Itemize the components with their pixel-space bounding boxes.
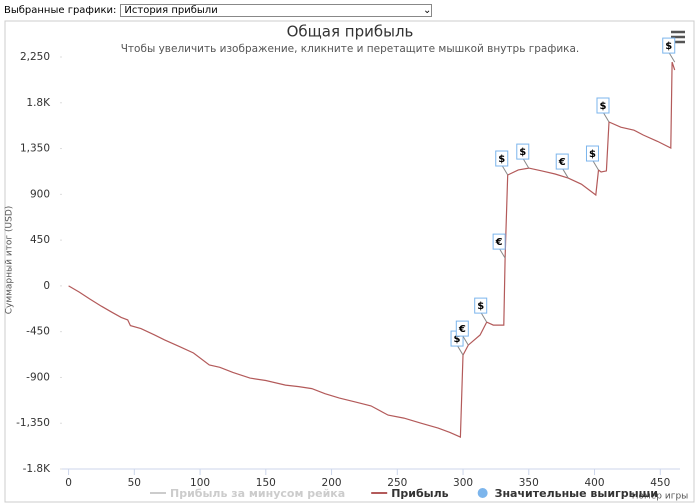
flag-stem	[501, 164, 509, 176]
legend-symbol	[477, 488, 488, 498]
flag-stem	[480, 311, 488, 323]
flag-box	[596, 97, 610, 114]
y-tick-label: 2,250	[20, 51, 50, 63]
x-tick-label: 0	[65, 477, 72, 489]
chart-select[interactable]: История прибыли ⌄	[120, 3, 433, 17]
flag-stem	[561, 167, 569, 179]
legend-item[interactable]: Значительные выигрыши	[477, 487, 658, 500]
flag-stem	[602, 111, 610, 123]
x-tick-label: 450	[650, 477, 670, 489]
chart-frame	[4, 20, 695, 503]
y-tick-label: 1.8K	[26, 97, 51, 109]
flag-label: $	[519, 147, 526, 158]
legend-label: Прибыль	[391, 487, 448, 500]
x-axis-title: Номер игры	[632, 492, 689, 502]
chart-title: Общая прибыль	[287, 23, 414, 41]
flag-label: $	[665, 41, 672, 52]
flag-label: $	[454, 334, 461, 345]
x-tick-label: 250	[387, 477, 407, 489]
flag-stem	[668, 51, 676, 63]
y-tick-label: -900	[26, 371, 50, 383]
flag-label: €	[558, 157, 566, 168]
x-tick-label: 400	[585, 477, 605, 489]
flag-stem	[456, 344, 464, 356]
legend-item[interactable]: Прибыль за минусом рейка	[150, 487, 345, 500]
y-tick-label: -1.8K	[23, 463, 51, 475]
flag-stem	[592, 159, 599, 171]
flag-label: $	[477, 301, 484, 312]
flag[interactable]: $	[585, 145, 599, 171]
flag-stem	[522, 157, 530, 169]
x-tick-label: 50	[128, 477, 141, 489]
flag-stem	[461, 334, 469, 346]
flag-box	[585, 145, 599, 162]
flag-box	[516, 143, 530, 160]
x-tick-label: 100	[190, 477, 210, 489]
flag[interactable]: €	[455, 320, 469, 346]
flag-label: $	[589, 149, 596, 160]
y-tick-label: 900	[30, 188, 50, 200]
flag-box	[555, 153, 569, 170]
profit-line	[68, 61, 676, 439]
flag[interactable]: €	[555, 153, 569, 179]
x-tick-label: 350	[519, 477, 539, 489]
flag[interactable]: $	[596, 97, 610, 123]
chart-subtitle: Чтобы увеличить изображение, кликните и …	[121, 43, 580, 55]
y-tick-label: 1,350	[20, 143, 50, 155]
x-tick-label: 150	[256, 477, 276, 489]
flag-label: €	[458, 324, 466, 335]
flag-box	[662, 37, 676, 54]
y-tick-label: -450	[26, 326, 50, 338]
legend-item[interactable]: Прибыль	[371, 487, 449, 500]
y-tick-label: -1,350	[16, 417, 50, 429]
flag-label: €	[495, 237, 503, 248]
y-tick-label: 0	[43, 280, 50, 292]
flag-box	[474, 297, 488, 314]
flag-stem	[498, 247, 506, 259]
arrow: ⌄	[423, 4, 432, 16]
toolbar-label: Выбранные графики:	[4, 4, 117, 16]
flag[interactable]: $	[474, 297, 488, 323]
flag[interactable]: €	[492, 233, 506, 259]
flag[interactable]: $	[516, 143, 530, 169]
flag[interactable]: $	[662, 37, 676, 63]
flag[interactable]: $	[495, 150, 509, 176]
y-tick-label: 450	[30, 234, 50, 246]
selected: История прибыли	[124, 4, 218, 16]
flag-box	[455, 320, 469, 337]
flag-box	[492, 233, 506, 250]
legend-label: Прибыль за минусом рейка	[170, 487, 345, 500]
flag-label: $	[600, 101, 607, 112]
x-tick-label: 200	[322, 477, 342, 489]
x-tick-label: 300	[453, 477, 473, 489]
y-axis-title: Суммарный итог (USD)	[5, 206, 15, 315]
flag-box	[495, 150, 509, 167]
toolbar: Выбранные графики: История прибыли ⌄	[0, 0, 433, 20]
flag-label: $	[498, 154, 505, 165]
legend-label: Значительные выигрыши	[495, 487, 658, 500]
